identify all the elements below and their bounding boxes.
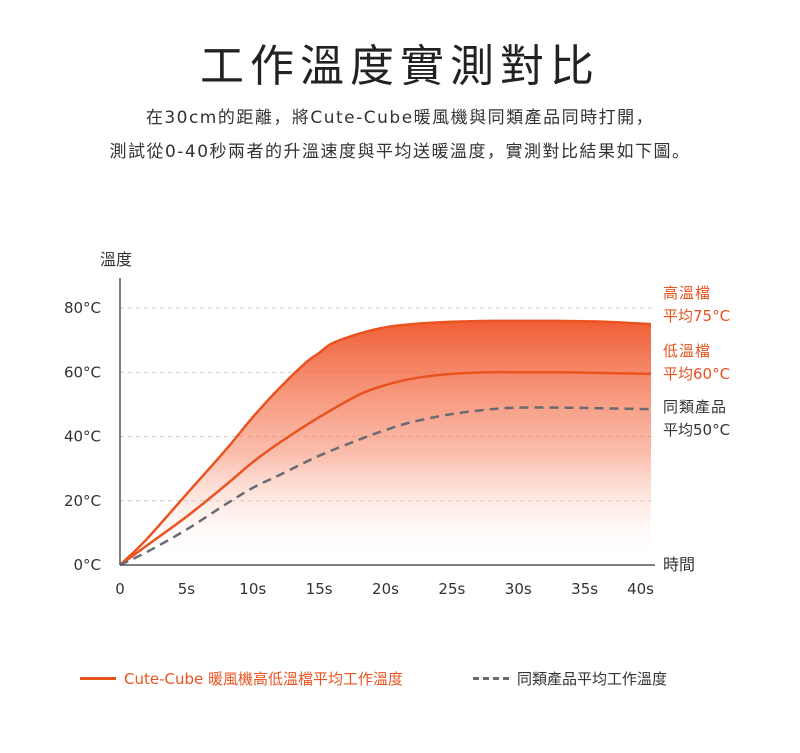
legend-item-cute-cube: Cute-Cube 暖風機高低溫檔平均工作溫度 xyxy=(80,668,403,689)
x-tick-label: 40s xyxy=(627,580,654,598)
low-temp-line xyxy=(119,370,652,567)
competitor-line xyxy=(119,406,652,567)
description-line-1: 在30cm的距離，將Cute-Cube暖風機與同類產品同時打開， xyxy=(145,108,655,128)
high-temp-area-fill xyxy=(120,320,651,565)
low-temp-label-name: 低溫檔 xyxy=(663,342,711,360)
legend-dashed-line-swatch xyxy=(473,677,509,680)
page-title: 工作溫度實測對比 xyxy=(200,41,600,92)
high-temp-label-average: 平均75°C xyxy=(663,307,730,325)
high-temp-line xyxy=(119,319,652,566)
x-tick-label: 15s xyxy=(306,580,333,598)
competitor-label-average: 平均50°C xyxy=(663,421,730,439)
description-line-2: 測試從0-40秒兩者的升溫速度與平均送暖溫度，實測對比結果如下圖。 xyxy=(109,142,691,162)
x-tick-label: 10s xyxy=(239,580,266,598)
y-tick-label: 60°C xyxy=(64,363,101,381)
x-axis-label: 時間 xyxy=(663,555,695,574)
x-tick-label: 35s xyxy=(571,580,598,598)
y-tick-label: 0°C xyxy=(73,556,101,574)
x-tick-label: 20s xyxy=(372,580,399,598)
x-tick-label: 30s xyxy=(505,580,532,598)
legend-label-cute-cube: Cute-Cube 暖風機高低溫檔平均工作溫度 xyxy=(124,670,404,688)
legend-solid-line-swatch xyxy=(80,677,116,680)
low-temp-label-average: 平均60°C xyxy=(663,365,730,383)
y-axis-label: 溫度 xyxy=(100,250,132,269)
x-tick-label: 5s xyxy=(178,580,196,598)
competitor-label-name: 同類產品 xyxy=(663,398,727,416)
y-tick-label: 80°C xyxy=(64,299,101,317)
x-tick-label: 25s xyxy=(438,580,465,598)
legend-label-competitor: 同類產品平均工作溫度 xyxy=(517,670,668,688)
x-tick-label: 0 xyxy=(115,580,125,598)
high-temp-label-name: 高溫檔 xyxy=(663,284,711,302)
legend: Cute-Cube 暖風機高低溫檔平均工作溫度 同類產品平均工作溫度 xyxy=(0,668,800,692)
legend-item-competitor: 同類產品平均工作溫度 xyxy=(473,668,667,689)
y-tick-label: 40°C xyxy=(64,428,101,446)
y-tick-label: 20°C xyxy=(64,492,101,510)
temperature-chart: 溫度 時間 0°C 20°C 40°C 60°C 80°C 0 5s 10s 15s 20s 25s… xyxy=(64,250,730,598)
